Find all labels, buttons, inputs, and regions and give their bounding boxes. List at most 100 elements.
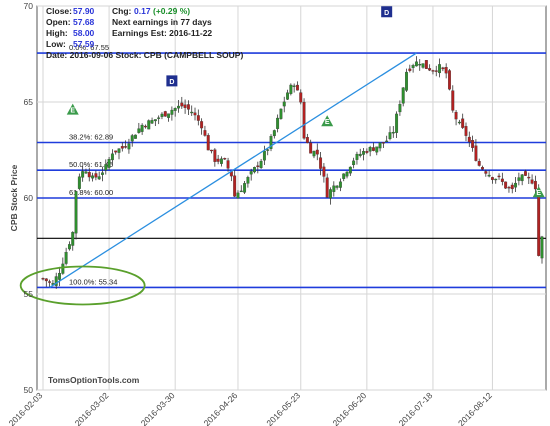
candle-body [319,157,323,169]
candle-body [530,179,534,184]
dividend-marker [166,75,178,87]
candle-body [183,104,187,108]
candle-body [414,61,418,67]
marker-letter: D [169,79,174,86]
candle-body [424,60,428,69]
candle-body [203,130,207,136]
y-tick-label: 50 [24,385,34,395]
candle-body [143,125,147,128]
candle-body [514,182,518,188]
candle-body [471,140,475,148]
candle-body [157,117,161,119]
trendline [19,52,417,306]
fib-level-label: 61.8%: 60.00 [69,188,113,197]
close-value: 57.90 [73,6,95,16]
x-tick-label: 2016-08-12 [456,390,494,426]
low-label: Low: [46,39,66,49]
candle-body [335,185,339,188]
candle-body [524,171,527,176]
trendline-segment [49,52,417,289]
close-label: Close: [46,6,72,16]
fib-level-label: 38.2%: 62.89 [69,133,113,142]
candle-body [345,171,349,177]
candle-body [322,166,326,177]
candle-body [537,188,541,256]
candle-body [477,160,481,166]
candle-body [153,119,157,122]
candle-body [454,111,458,120]
candle-body [441,67,445,70]
candles [41,56,544,289]
candle-body [451,90,455,111]
candle-body [167,113,171,118]
candle-body [110,153,114,161]
candle-body [312,150,316,157]
candle-body [372,147,375,151]
candle-body [381,142,385,144]
candle-body [97,176,101,180]
candle-body [48,281,52,283]
candle-body [484,171,488,174]
candle-body [500,178,504,182]
high-value: 58.00 [73,28,95,38]
candle-body [206,135,210,151]
event-markers: E D E D E [66,6,545,198]
candle-body [507,186,511,189]
high-label: High: [46,28,68,38]
candle-body [64,252,68,264]
candle-body [332,185,336,192]
candle-body [385,140,389,143]
candle-body [180,102,184,107]
candle-body [94,173,98,178]
y-tick-label: 70 [24,1,34,11]
earnings-marker [321,115,334,127]
candle-body [74,191,78,234]
marker-letter: E [536,190,541,197]
candle-body [120,146,124,149]
candle-body [177,105,180,109]
candle-body [428,68,432,71]
candle-body [365,151,369,153]
x-tick-label: 2016-02-03 [7,390,45,426]
candle-body [226,160,230,169]
candle-body [190,111,194,114]
candle-body [286,92,289,100]
candle-body [117,148,121,153]
marker-letter: D [384,10,389,17]
candle-body [71,232,75,246]
candle-body [279,108,283,119]
candle-body [256,165,260,168]
candle-body [464,126,468,136]
candle-body [239,190,243,193]
candle-body [315,149,319,155]
candle-body [246,177,250,184]
candle-body [362,150,365,155]
candle-body [67,244,71,250]
candle-body [401,87,405,104]
fib-level-label: 50.0%: 61.45 [69,160,113,169]
candle-body [368,147,372,152]
candle-body [130,135,134,142]
watermark: TomsOptionTools.com [48,375,140,385]
candle-body [61,263,65,274]
candle-body [398,104,402,113]
x-tick-label: 2016-05-23 [264,390,302,426]
candle-body [193,112,197,116]
candle-body [348,166,352,174]
y-tick-label: 65 [24,97,34,107]
candle-body [266,149,270,151]
candle-body [418,63,422,66]
candle-body [236,192,240,199]
candle-body [220,158,223,164]
candle-body [91,175,95,179]
chg-value: 0.17 [134,6,151,16]
y-axis-label: CPB Stock Price [9,164,19,231]
candle-body [210,149,213,152]
x-axis-ticks: 2016-02-03 2016-03-02 2016-03-30 2016-04-26… [7,390,494,426]
candle-body [213,149,217,162]
candle-body [299,92,303,103]
candle-body [114,150,118,153]
fibonacci-levels: 0.0%: 67.55 38.2%: 62.89 50.0%: 61.45 61.8%… [37,43,546,289]
candle-body [490,177,494,180]
candle-body [160,113,164,117]
